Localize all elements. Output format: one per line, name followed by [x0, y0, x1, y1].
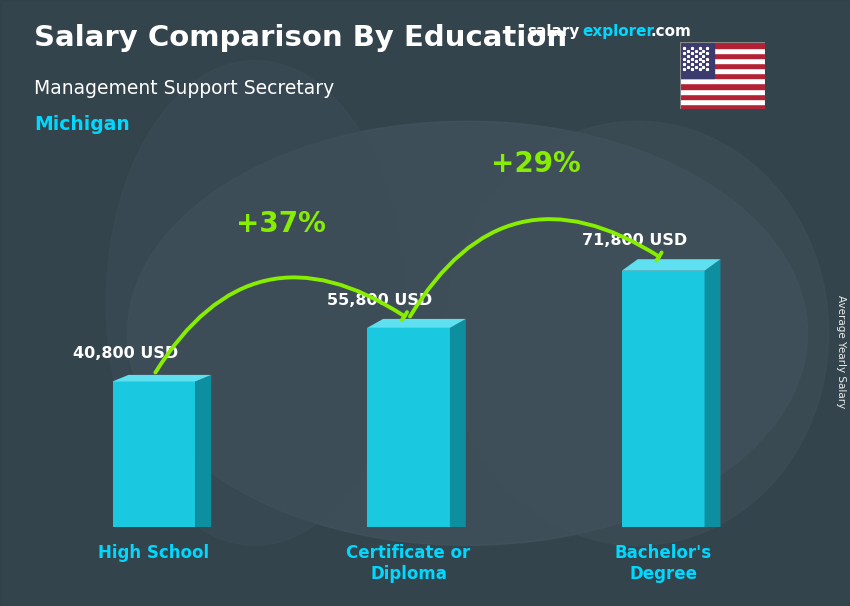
Bar [680, 73, 765, 78]
Bar [622, 271, 705, 527]
Bar [112, 381, 196, 527]
Text: +29%: +29% [491, 150, 581, 178]
Text: 40,800 USD: 40,800 USD [72, 346, 178, 361]
Polygon shape [705, 259, 721, 527]
Polygon shape [450, 319, 466, 527]
Bar [680, 47, 765, 53]
Text: +37%: +37% [236, 210, 326, 238]
Bar [680, 53, 765, 58]
Bar [680, 68, 765, 73]
Text: Salary Comparison By Education: Salary Comparison By Education [34, 24, 567, 52]
Bar [680, 88, 765, 94]
Text: explorer: explorer [582, 24, 654, 39]
Text: 55,800 USD: 55,800 USD [327, 293, 433, 308]
Bar [680, 104, 765, 109]
Bar [680, 42, 714, 78]
Polygon shape [622, 259, 721, 271]
Bar [680, 42, 765, 47]
Bar [680, 63, 765, 68]
Bar [680, 84, 765, 88]
Bar [680, 99, 765, 104]
Text: .com: .com [650, 24, 691, 39]
Text: Michigan: Michigan [34, 115, 130, 134]
Text: Average Yearly Salary: Average Yearly Salary [836, 295, 846, 408]
Polygon shape [367, 319, 466, 328]
Ellipse shape [446, 121, 829, 545]
Polygon shape [112, 375, 211, 381]
Text: 71,800 USD: 71,800 USD [582, 233, 687, 248]
Ellipse shape [106, 61, 404, 545]
Polygon shape [196, 375, 211, 527]
Bar [367, 328, 450, 527]
Bar [680, 78, 765, 84]
Bar [680, 94, 765, 99]
Ellipse shape [128, 121, 808, 545]
Text: salary: salary [527, 24, 580, 39]
Text: Management Support Secretary: Management Support Secretary [34, 79, 334, 98]
Bar [680, 58, 765, 63]
